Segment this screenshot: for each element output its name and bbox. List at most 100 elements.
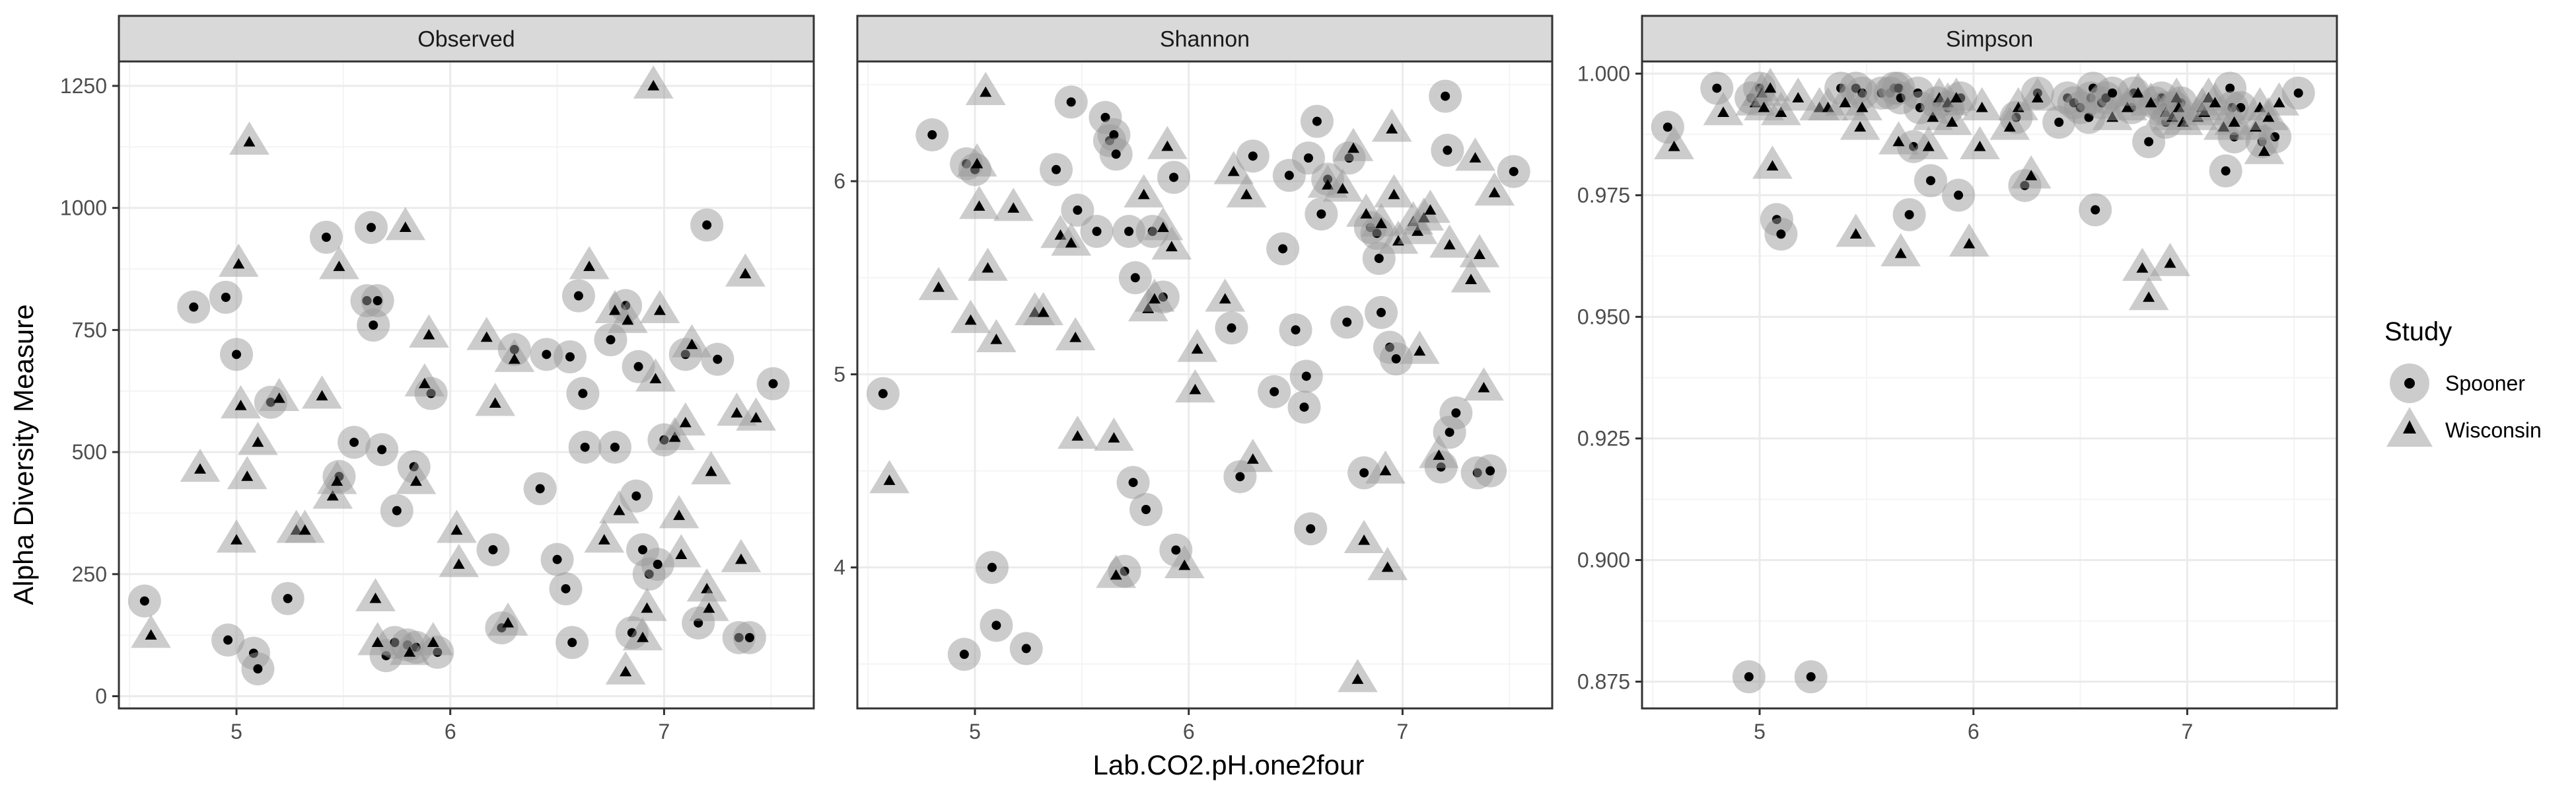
data-point-wisconsin (1949, 223, 1989, 257)
data-point-spooner (1279, 313, 1312, 347)
panel-border (856, 60, 1554, 710)
data-point-wisconsin (672, 324, 712, 358)
data-point-spooner (975, 550, 1009, 584)
data-point-wisconsin (993, 188, 1034, 221)
point-marker (2031, 92, 2044, 102)
point-marker (631, 491, 641, 501)
point-marker (1412, 225, 1424, 236)
point-marker (1766, 160, 1779, 171)
point-marker (1360, 208, 1373, 219)
point-marker (2108, 88, 2118, 98)
data-point-wisconsin (131, 615, 171, 648)
data-point-wisconsin (1151, 226, 1192, 260)
data-point-wisconsin (319, 246, 359, 280)
point-marker (641, 602, 653, 613)
data-point-spooner (1157, 161, 1191, 194)
point-marker (1663, 122, 1672, 132)
point-marker (1717, 106, 1730, 118)
point-marker (223, 635, 233, 645)
point-marker (253, 664, 263, 674)
point-marker (1219, 293, 1231, 304)
panel-border (118, 60, 815, 710)
data-point-spooner (220, 338, 254, 371)
point-marker (377, 445, 387, 455)
legend: Study Spooner Wisconsin (2384, 317, 2542, 447)
y-tick-label: 0.875 (1577, 670, 1630, 694)
x-tick-label: 6 (445, 720, 456, 743)
data-point-wisconsin (1931, 102, 1972, 135)
point-marker (610, 442, 620, 452)
point-marker (608, 304, 621, 315)
point-marker (1386, 123, 1398, 134)
facet-panels: Observed 5 6 7 0 250 500 750 1000 1250 Shannon 5 6 7 4… (60, 15, 2338, 743)
data-point-wisconsin (1960, 126, 2000, 160)
legend-wisconsin-marker (2403, 420, 2416, 434)
data-point-wisconsin (1057, 415, 1098, 449)
data-point-spooner (2079, 193, 2112, 227)
point-marker (578, 389, 588, 398)
data-point-wisconsin (1464, 367, 1504, 401)
data-point-wisconsin (1177, 328, 1218, 362)
data-point-wisconsin (725, 253, 766, 287)
data-point-spooner (540, 543, 574, 576)
point-marker (1007, 202, 1020, 213)
point-marker (713, 354, 723, 364)
data-point-spooner (1258, 375, 1291, 408)
data-point-spooner (553, 340, 587, 374)
point-marker (2225, 83, 2235, 93)
x-tick-label: 5 (1754, 720, 1766, 743)
point-marker (622, 314, 634, 325)
point-marker (234, 399, 247, 410)
point-marker (450, 524, 463, 535)
data-point-wisconsin (1343, 519, 1384, 553)
data-point-spooner (620, 479, 653, 513)
data-point-spooner (365, 433, 399, 467)
point-marker (1927, 111, 1939, 122)
point-marker (241, 471, 254, 481)
data-point-spooner (756, 367, 790, 400)
data-point-wisconsin (413, 622, 454, 656)
data-point-wisconsin (976, 319, 1017, 353)
point-marker (2262, 111, 2275, 122)
data-point-wisconsin (238, 422, 278, 455)
data-point-wisconsin (1164, 545, 1205, 578)
panel-shannon: Shannon 5 6 7 4 5 6 (834, 15, 1554, 743)
point-marker (1764, 82, 1777, 93)
point-marker (1052, 165, 1061, 174)
point-marker (369, 320, 378, 330)
point-marker (231, 534, 243, 545)
data-point-spooner (1291, 141, 1325, 175)
point-marker (502, 617, 515, 628)
data-point-wisconsin (408, 314, 449, 348)
facet-strip-simpson (1641, 15, 2338, 63)
point-marker (2143, 291, 2155, 302)
point-marker (427, 636, 439, 648)
data-point-spooner (1439, 396, 1473, 430)
point-marker (675, 548, 688, 560)
point-marker (1069, 331, 1082, 342)
point-marker (1303, 153, 1313, 163)
point-marker (2054, 118, 2064, 128)
point-marker (878, 389, 888, 398)
point-marker (620, 665, 632, 677)
data-point-spooner (555, 626, 589, 660)
point-marker (2293, 88, 2303, 98)
data-point-wisconsin (1233, 439, 1273, 472)
point-marker (1312, 116, 1322, 126)
data-point-wisconsin (487, 602, 528, 636)
data-point-wisconsin (1333, 128, 1374, 161)
point-marker (1299, 402, 1309, 412)
point-marker (679, 416, 692, 428)
legend-label-wisconsin: Wisconsin (2445, 418, 2542, 442)
point-marker (1464, 274, 1477, 284)
point-marker (1668, 140, 1680, 151)
data-point-spooner (1429, 79, 1462, 113)
data-point-spooner (354, 211, 388, 245)
point-marker (371, 636, 384, 648)
point-marker (1976, 101, 1988, 112)
point-marker (768, 379, 778, 389)
data-point-wisconsin (1840, 106, 1880, 140)
data-point-spooner (866, 377, 900, 410)
point-marker (1375, 217, 1388, 229)
point-marker (1227, 323, 1236, 333)
